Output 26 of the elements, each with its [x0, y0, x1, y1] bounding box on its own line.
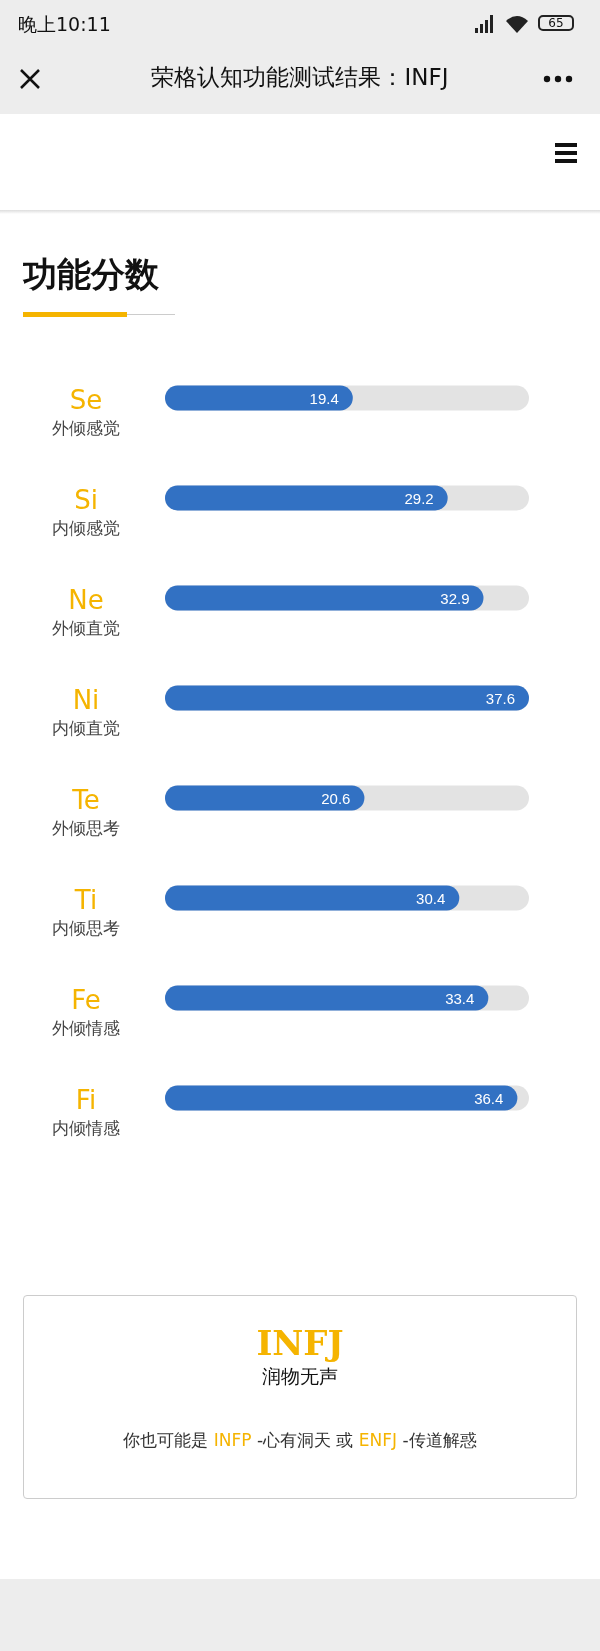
text: 你也可能是 [123, 1430, 210, 1450]
y-tick-label: Si 内倾感觉 [52, 485, 120, 538]
data-label: 33.4 [445, 989, 475, 1007]
chart-title: 功能分数 [23, 253, 159, 296]
text: 润物无声 [261, 1364, 339, 1389]
y-tick-label: Ni 内倾直觉 [52, 685, 120, 738]
data-label: 29.2 [404, 489, 434, 507]
text: 荣格认知功能测试结果：INFJ [150, 63, 450, 92]
text: ENFJ [358, 1430, 398, 1450]
data-label: 37.6 [485, 689, 515, 707]
y-tick-label: Ne 外倾直觉 [52, 585, 120, 638]
y-tick-label: Te 外倾思考 [52, 785, 120, 838]
data-label: 20.6 [321, 789, 351, 807]
data-label: 30.4 [416, 889, 446, 907]
y-tick-label: Ti 内倾思考 [52, 885, 120, 938]
data-label: 32.9 [440, 589, 470, 607]
data-label: 36.4 [474, 1089, 504, 1107]
y-tick-label: Fi 内倾情感 [52, 1085, 120, 1138]
text: 晚上10:11 [18, 12, 111, 37]
y-tick-label: Fe 外倾情感 [52, 985, 120, 1038]
text: -心有洞天 或 [255, 1430, 355, 1450]
text: INFP [213, 1430, 252, 1450]
text: INFJ [255, 1323, 345, 1363]
data-label: 19.4 [309, 389, 339, 407]
y-tick-label: Se 外倾感觉 [52, 385, 120, 438]
text: -传道解惑 [401, 1430, 477, 1450]
